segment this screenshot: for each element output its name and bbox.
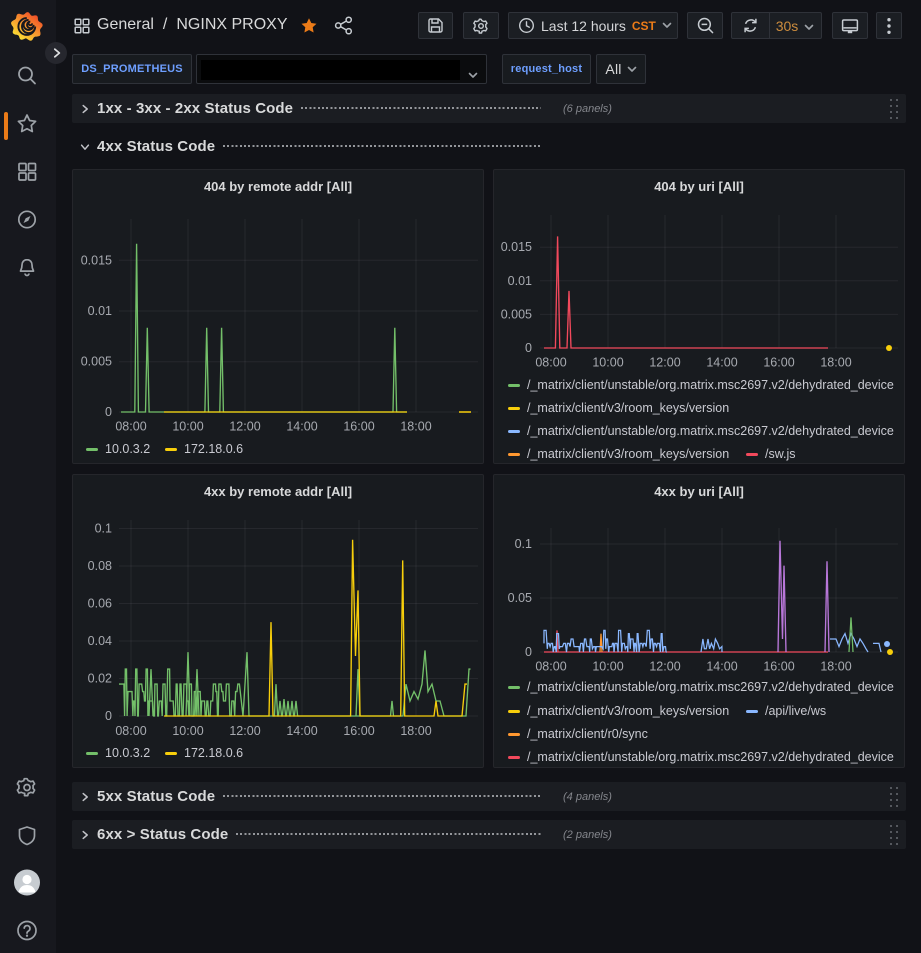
svg-text:18:00: 18:00 <box>400 724 431 738</box>
svg-text:14:00: 14:00 <box>706 660 737 674</box>
svg-text:18:00: 18:00 <box>400 420 431 434</box>
svg-text:08:00: 08:00 <box>535 356 566 370</box>
svg-text:12:00: 12:00 <box>229 724 260 738</box>
svg-text:14:00: 14:00 <box>286 420 317 434</box>
svg-text:0.08: 0.08 <box>88 559 112 573</box>
svg-text:0: 0 <box>525 645 532 659</box>
svg-text:12:00: 12:00 <box>229 420 260 434</box>
svg-text:0.05: 0.05 <box>508 591 532 605</box>
svg-text:0.1: 0.1 <box>95 522 112 536</box>
svg-text:0: 0 <box>525 341 532 355</box>
svg-text:16:00: 16:00 <box>343 420 374 434</box>
svg-text:08:00: 08:00 <box>115 724 146 738</box>
svg-text:16:00: 16:00 <box>763 660 794 674</box>
svg-text:10:00: 10:00 <box>172 724 203 738</box>
svg-text:0.015: 0.015 <box>501 240 532 254</box>
svg-text:0: 0 <box>105 405 112 419</box>
svg-text:0.01: 0.01 <box>88 304 112 318</box>
svg-text:08:00: 08:00 <box>115 420 146 434</box>
svg-text:0.005: 0.005 <box>501 307 532 321</box>
svg-text:0.04: 0.04 <box>88 634 112 648</box>
svg-text:0.01: 0.01 <box>508 274 532 288</box>
svg-text:0.015: 0.015 <box>81 253 112 267</box>
svg-text:12:00: 12:00 <box>649 356 680 370</box>
svg-text:0: 0 <box>105 709 112 723</box>
svg-text:10:00: 10:00 <box>592 660 623 674</box>
svg-text:10:00: 10:00 <box>592 356 623 370</box>
svg-text:0.005: 0.005 <box>81 355 112 369</box>
svg-text:14:00: 14:00 <box>286 724 317 738</box>
svg-text:14:00: 14:00 <box>706 356 737 370</box>
svg-text:08:00: 08:00 <box>535 660 566 674</box>
svg-text:18:00: 18:00 <box>820 356 851 370</box>
svg-text:0.1: 0.1 <box>515 537 532 551</box>
svg-text:16:00: 16:00 <box>343 724 374 738</box>
svg-text:10:00: 10:00 <box>172 420 203 434</box>
svg-text:0.02: 0.02 <box>88 672 112 686</box>
svg-text:16:00: 16:00 <box>763 356 794 370</box>
svg-text:0.06: 0.06 <box>88 597 112 611</box>
svg-text:12:00: 12:00 <box>649 660 680 674</box>
svg-text:18:00: 18:00 <box>820 660 851 674</box>
